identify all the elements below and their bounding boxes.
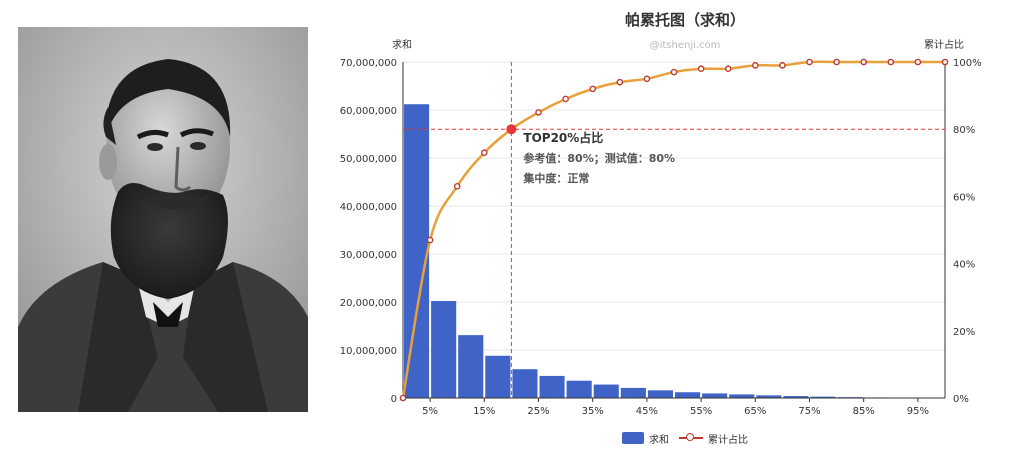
cumulative-point[interactable] bbox=[616, 78, 624, 86]
bar[interactable] bbox=[647, 390, 673, 398]
bar[interactable] bbox=[593, 384, 619, 398]
legend-line-swatch bbox=[679, 432, 703, 444]
legend-bar-swatch bbox=[622, 432, 644, 444]
x-tick-label: 5% bbox=[422, 406, 438, 417]
x-tick-label: 45% bbox=[636, 406, 658, 417]
y-left-tick-label: 20,000,000 bbox=[340, 298, 397, 309]
bar[interactable] bbox=[431, 301, 457, 398]
y-right-tick-label: 40% bbox=[953, 260, 975, 271]
cumulative-point[interactable] bbox=[914, 58, 922, 66]
y-left-tick-label: 60,000,000 bbox=[340, 106, 397, 117]
bar[interactable] bbox=[485, 355, 511, 398]
y-right-tick-label: 60% bbox=[953, 192, 975, 203]
cumulative-line bbox=[401, 60, 945, 399]
axes: 70,000,000 60,000,000 50,000,000 40,000,000… bbox=[340, 58, 982, 417]
cumulative-point[interactable] bbox=[887, 58, 895, 66]
cumulative-point[interactable] bbox=[426, 236, 434, 244]
x-tick-label: 75% bbox=[798, 406, 820, 417]
bar[interactable] bbox=[404, 104, 430, 399]
bar[interactable] bbox=[756, 395, 782, 398]
bar[interactable] bbox=[620, 387, 646, 398]
bar[interactable] bbox=[539, 375, 565, 398]
x-tick-label: 35% bbox=[582, 406, 604, 417]
legend-item-cumulative[interactable]: 累计占比 bbox=[679, 431, 748, 446]
cumulative-point[interactable] bbox=[724, 65, 732, 73]
y-right-tick-label: 100% bbox=[953, 58, 982, 69]
cumulative-point[interactable] bbox=[806, 58, 813, 66]
x-tick-label: 25% bbox=[527, 406, 549, 417]
bar[interactable] bbox=[458, 335, 484, 398]
annotation-line3: 集中度：正常 bbox=[522, 171, 589, 185]
cumulative-point[interactable] bbox=[670, 68, 678, 76]
bar-series bbox=[404, 104, 944, 399]
cumulative-point[interactable] bbox=[589, 85, 597, 93]
annotation-line2: 参考值：80%；测试值：80% bbox=[523, 151, 675, 165]
portrait-photo bbox=[18, 27, 308, 412]
cumulative-point[interactable] bbox=[941, 58, 949, 66]
legend-label-cumulative: 累计占比 bbox=[708, 434, 748, 446]
bar[interactable] bbox=[783, 396, 809, 398]
y-left-tick-label: 10,000,000 bbox=[340, 346, 397, 357]
cumulative-line-series bbox=[399, 58, 949, 402]
y-left-tick-label: 0 bbox=[391, 394, 397, 405]
x-tick-label: 85% bbox=[853, 406, 875, 417]
y-right-tick-label: 20% bbox=[953, 327, 975, 338]
y-left-tick-label: 50,000,000 bbox=[340, 154, 397, 165]
cumulative-point[interactable] bbox=[480, 149, 488, 157]
legend-label-sum: 求和 bbox=[649, 434, 669, 446]
cumulative-point[interactable] bbox=[643, 75, 651, 83]
x-tick-label: 15% bbox=[473, 406, 495, 417]
top20-marker[interactable] bbox=[506, 124, 517, 135]
pareto-chart: 帕累托图（求和） @itshenji.com 求和 累计占比 70,000,00… bbox=[340, 11, 982, 417]
chart-legend: 求和 累计占比 bbox=[622, 430, 758, 446]
x-tick-label: 65% bbox=[744, 406, 766, 417]
cumulative-point[interactable] bbox=[399, 394, 407, 402]
gridlines bbox=[403, 61, 945, 351]
y-left-axis-label: 求和 bbox=[392, 39, 412, 51]
bar[interactable] bbox=[566, 380, 592, 398]
bar[interactable] bbox=[702, 393, 728, 398]
cumulative-point[interactable] bbox=[833, 58, 840, 66]
cumulative-point[interactable] bbox=[535, 109, 542, 116]
cumulative-point[interactable] bbox=[860, 58, 868, 66]
y-left-tick-label: 70,000,000 bbox=[340, 58, 397, 69]
bar[interactable] bbox=[810, 396, 836, 398]
x-tick-label: 55% bbox=[690, 406, 712, 417]
y-left-tick-label: 40,000,000 bbox=[340, 202, 397, 213]
bar[interactable] bbox=[729, 394, 755, 398]
y-right-axis-label: 累计占比 bbox=[924, 38, 964, 51]
cumulative-point[interactable] bbox=[751, 62, 759, 69]
x-tick-label: 95% bbox=[907, 406, 929, 417]
cumulative-point[interactable] bbox=[697, 65, 705, 73]
y-right-tick-label: 0% bbox=[953, 394, 969, 405]
cumulative-point[interactable] bbox=[779, 62, 786, 69]
bar[interactable] bbox=[675, 392, 701, 398]
y-left-tick-label: 30,000,000 bbox=[340, 250, 397, 261]
watermark: @itshenji.com bbox=[650, 40, 721, 51]
cumulative-point[interactable] bbox=[562, 95, 569, 103]
annotation-line1: TOP20%占比 bbox=[523, 130, 603, 145]
cumulative-point[interactable] bbox=[453, 183, 461, 190]
y-right-tick-label: 80% bbox=[953, 125, 975, 136]
bar[interactable] bbox=[512, 369, 538, 398]
legend-item-sum[interactable]: 求和 bbox=[622, 431, 669, 446]
chart-title: 帕累托图（求和） bbox=[625, 11, 745, 29]
